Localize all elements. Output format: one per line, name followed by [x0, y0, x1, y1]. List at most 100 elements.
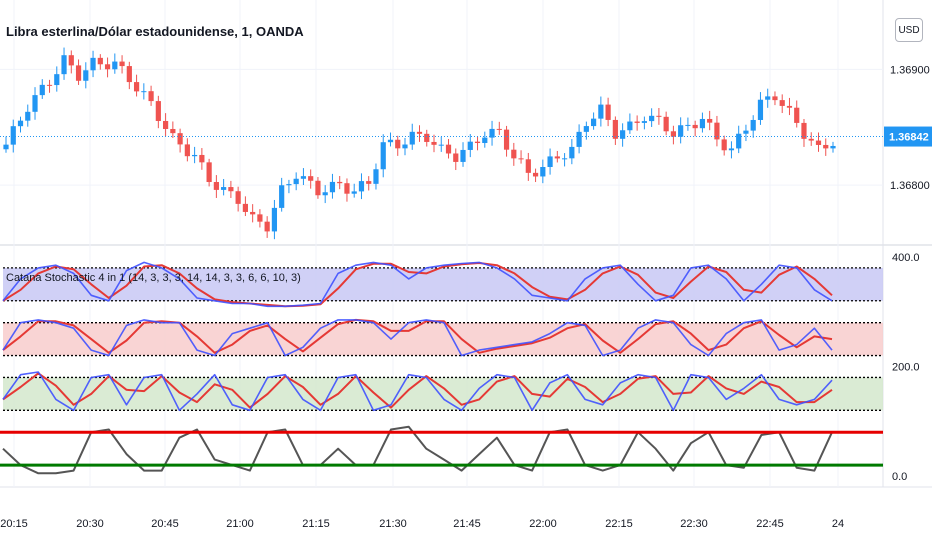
- last-price-badge: [884, 126, 932, 147]
- candle-body: [3, 144, 9, 150]
- candle-body: [525, 159, 531, 173]
- candle-body: [620, 130, 626, 139]
- candle-body: [656, 115, 662, 117]
- candle-body: [279, 185, 285, 208]
- candle-body: [104, 64, 111, 70]
- candle-body: [460, 149, 466, 162]
- time-tick-label: 22:15: [605, 518, 633, 530]
- candle-body: [68, 55, 74, 66]
- stochastic-d-line: [2, 372, 833, 409]
- candle-body: [366, 181, 372, 184]
- time-tick-label: 24: [832, 518, 844, 530]
- candle-body: [728, 148, 735, 151]
- stochastic-line-gray: [2, 425, 833, 475]
- stochastic-k-line: [2, 319, 833, 357]
- candle-body: [199, 154, 205, 163]
- candle-body: [496, 128, 502, 130]
- indicator-tick-label: 200.0: [892, 362, 920, 374]
- candle-body: [83, 70, 89, 81]
- candle-body: [540, 166, 546, 177]
- candle-body: [641, 121, 647, 123]
- candle-body: [264, 221, 270, 232]
- candle-body: [823, 144, 829, 149]
- candle-body: [830, 145, 836, 149]
- candle-body: [395, 139, 401, 149]
- candle-body: [373, 169, 379, 184]
- candle-body: [39, 84, 45, 96]
- candle-body: [569, 146, 575, 159]
- candle-body: [786, 105, 793, 108]
- candle-body: [576, 131, 582, 147]
- candle-body: [467, 141, 473, 150]
- candle-body: [453, 153, 459, 162]
- stochastic-band-red: [3, 322, 883, 356]
- candle-body: [815, 140, 822, 145]
- stochastic-d-line: [2, 318, 833, 354]
- candle-body: [518, 158, 524, 160]
- candle-body: [308, 176, 314, 181]
- candle-body: [250, 211, 256, 215]
- candle-body: [46, 84, 53, 86]
- candle-body: [561, 158, 568, 160]
- time-tick-label: 20:30: [76, 518, 104, 530]
- candle-body: [286, 184, 292, 186]
- candle-body: [627, 121, 633, 131]
- stochastic-k-line: [2, 261, 833, 308]
- candle-body: [271, 207, 278, 232]
- candle-body: [351, 191, 357, 194]
- candle-body: [757, 99, 764, 120]
- symbol-title: Libra esterlina/Dólar estadounidense, 1,…: [6, 24, 304, 39]
- candle-body: [380, 142, 386, 170]
- stochastic-k-line: [2, 371, 833, 412]
- candle-body: [431, 141, 437, 145]
- stochastic-band-blue: [3, 267, 883, 301]
- candle-body: [25, 111, 31, 121]
- candle-body: [532, 172, 539, 177]
- candle-body: [750, 119, 756, 131]
- candle-body: [184, 144, 190, 157]
- candle-body: [75, 65, 82, 81]
- candle-body: [293, 178, 299, 185]
- candle-body: [387, 139, 394, 143]
- indicator-title[interactable]: Catana Stochastic 4 in 1 (14, 3, 3, 3, 1…: [6, 272, 301, 284]
- candle-body: [242, 203, 248, 212]
- candle-body: [17, 120, 24, 127]
- candle-body: [503, 129, 510, 150]
- candle-body: [438, 144, 444, 146]
- candle-body: [32, 95, 38, 112]
- time-tick-label: 21:45: [453, 518, 481, 530]
- candle-body: [721, 139, 727, 151]
- candle-body: [148, 91, 154, 102]
- currency-button[interactable]: USD: [895, 18, 923, 42]
- price-tick-label: 1.36800: [890, 180, 930, 192]
- candle-body: [10, 126, 16, 145]
- time-tick-label: 22:00: [529, 518, 557, 530]
- candle-body: [228, 187, 234, 192]
- candle-body: [112, 61, 118, 70]
- candle-body: [511, 149, 517, 159]
- candle-body: [605, 104, 611, 120]
- candle-body: [685, 124, 691, 126]
- candle-body: [743, 130, 749, 134]
- candle-body: [141, 91, 147, 93]
- candle-body: [794, 107, 800, 123]
- candle-body: [699, 118, 706, 129]
- time-tick-label: 20:15: [0, 518, 28, 530]
- candle-body: [779, 100, 785, 106]
- candle-body: [177, 133, 183, 145]
- candle-body: [547, 156, 553, 167]
- candle-body: [445, 144, 452, 154]
- candle-body: [322, 192, 328, 196]
- candles: [3, 47, 836, 240]
- candle-body: [213, 182, 219, 190]
- candle-body: [474, 141, 481, 144]
- candle-body: [612, 119, 618, 139]
- time-tick-label: 22:45: [756, 518, 784, 530]
- candle-body: [221, 187, 227, 190]
- candle-body: [315, 180, 321, 196]
- candle-body: [678, 125, 684, 137]
- candle-body: [591, 118, 597, 127]
- candle-body: [97, 57, 103, 65]
